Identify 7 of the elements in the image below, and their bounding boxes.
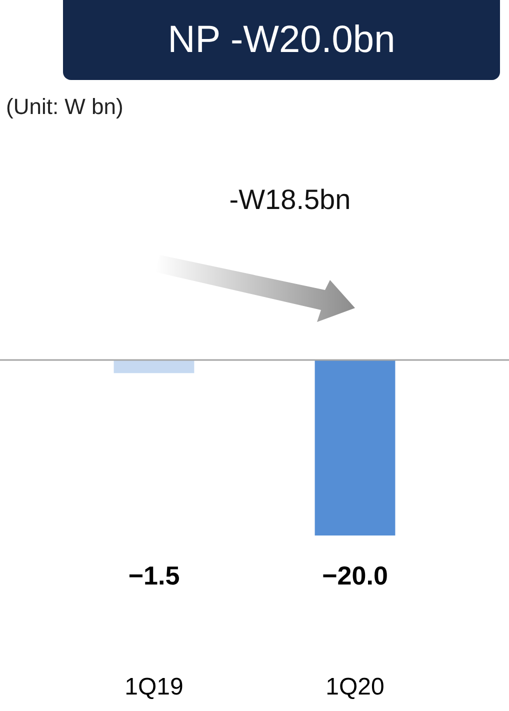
chart-subtitle: (Unit: W bn) bbox=[6, 94, 124, 120]
text: -W18.5bn bbox=[228, 184, 352, 216]
x-tick-label: 1Q19 bbox=[124, 674, 184, 701]
x-tick-label: 1Q20 bbox=[326, 674, 384, 701]
chart-title: NP -W20.0bn bbox=[168, 18, 396, 62]
data-label: −1.5 bbox=[128, 560, 180, 591]
data-label: −20.0 bbox=[322, 560, 388, 591]
